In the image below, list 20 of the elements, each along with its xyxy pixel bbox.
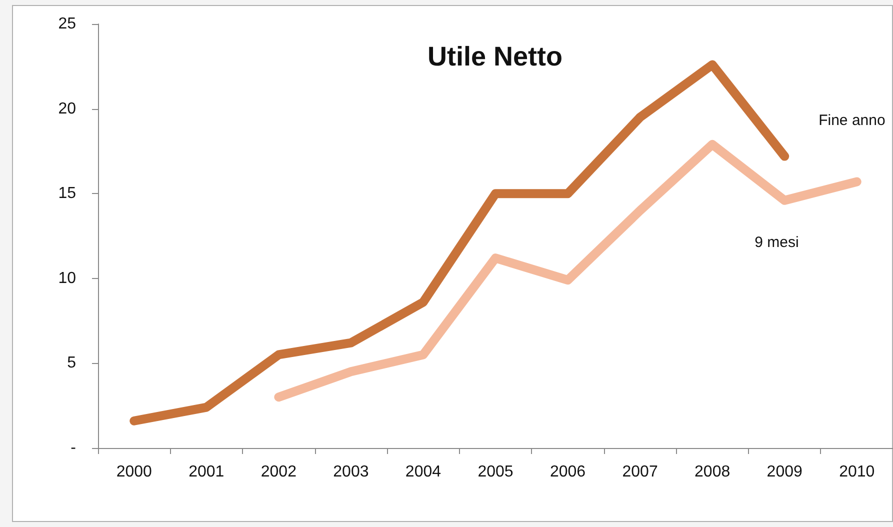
y-tick-label: 15 [58,185,76,202]
x-tick-label: 2000 [116,464,152,480]
x-tick-label: 2005 [478,464,514,480]
x-tick-label: 2004 [405,464,442,480]
x-tick-label: 2010 [839,464,875,480]
x-tick-label: 2007 [622,464,658,480]
text: Fine anno [818,112,886,129]
y-tick-label: - [70,440,76,456]
y-tick-label: 5 [67,354,76,372]
text: 9 mesi [754,234,799,251]
x-tick-label: 2002 [260,464,297,480]
x-tick-label: 2006 [550,464,586,480]
x-tick-label: 2001 [188,464,224,480]
y-tick-label: 25 [58,16,76,32]
x-tick-label: 2009 [766,464,802,480]
y-tick-label: 20 [58,100,76,118]
x-tick-label: 2003 [333,464,369,480]
text: Utile Netto [428,42,562,72]
y-tick-label: 10 [58,270,76,287]
x-tick-label: 2008 [694,464,730,480]
